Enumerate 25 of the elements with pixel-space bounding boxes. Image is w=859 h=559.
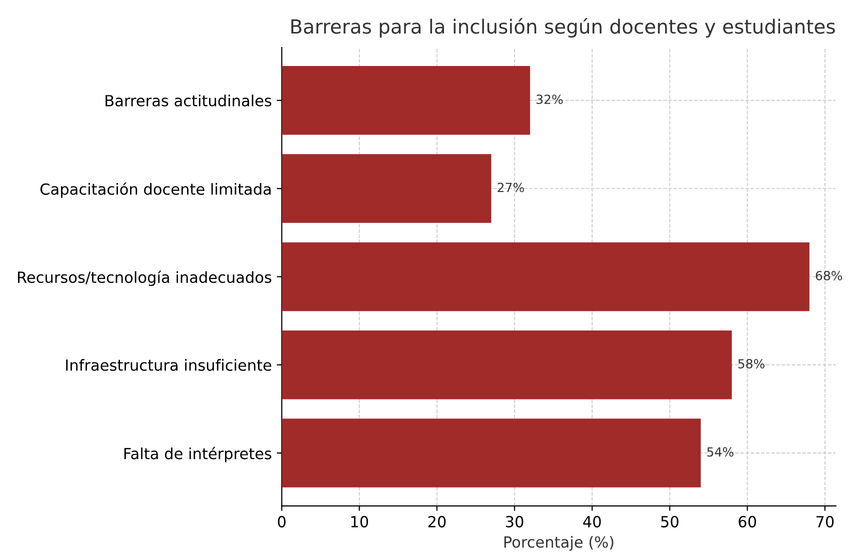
x-tick-label: 50	[661, 516, 678, 528]
x-tick-label: 40	[583, 516, 601, 528]
data-label: 68%	[816, 270, 842, 280]
data-label: 54%	[707, 447, 734, 457]
bar	[282, 418, 701, 488]
data-label: 58%	[738, 359, 764, 368]
x-axis-title: Porcentaje (%)	[504, 536, 614, 551]
x-tick-label: 60	[738, 516, 756, 528]
bar	[282, 66, 530, 135]
x-tick-label: 30	[506, 516, 524, 528]
x-tick-label: 10	[351, 516, 368, 528]
bar	[282, 330, 732, 400]
data-label: 27%	[498, 182, 524, 192]
bar	[282, 242, 810, 312]
data-label: 32%	[536, 94, 563, 104]
y-tick-label: Falta de intérpretes	[124, 446, 272, 462]
x-tick-label: 70	[816, 516, 834, 528]
y-tick-label: Capacitación docente limitada	[40, 182, 271, 198]
y-tick-label: Recursos/tecnología inadecuados	[18, 270, 272, 286]
y-tick-label: Infraestructura insuficiente	[66, 359, 272, 371]
chart-title: Barreras para la inclusión según docentes y estudiantes	[291, 18, 835, 38]
y-tick-label: Barreras actitudinales	[106, 94, 272, 106]
x-tick-label: 20	[428, 516, 446, 528]
bar	[282, 154, 492, 223]
x-tick-label: 0	[278, 516, 286, 528]
